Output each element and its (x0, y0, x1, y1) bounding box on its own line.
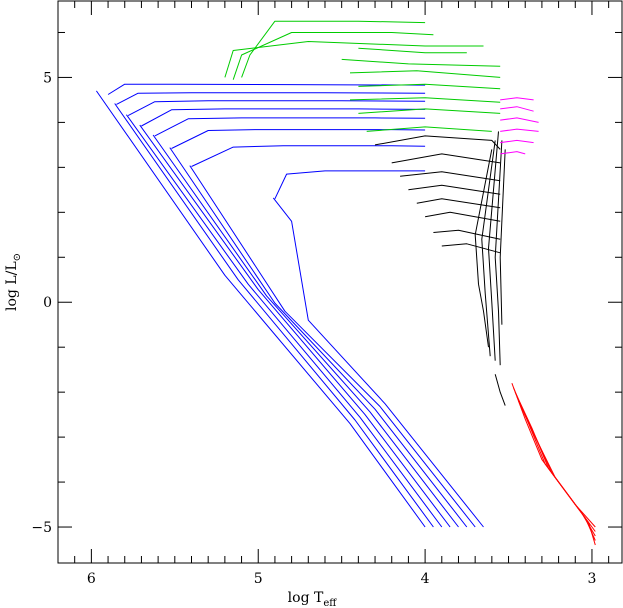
track-upper-tracks-4 (341, 58, 501, 67)
ticks-layer (57, 1, 622, 563)
x-tick-label: 4 (421, 571, 430, 587)
track-hot-sequence-2 (127, 100, 426, 117)
y-axis-label: log L/L⊙ (4, 253, 23, 311)
track-cool-cluster-4 (500, 139, 534, 144)
track-hot-sequence-5 (171, 129, 426, 149)
track-mid-tracks-11 (494, 140, 503, 366)
track-mid-tracks-13 (494, 374, 506, 406)
x-axis-label-sub: eff (323, 598, 337, 608)
track-hot-sequence-12 (152, 134, 459, 528)
x-tick-label: 5 (254, 571, 263, 587)
track-low-tracks-4 (518, 400, 596, 546)
y-tick-label: 0 (43, 295, 52, 311)
track-cool-cluster-3 (500, 128, 539, 132)
track-hot-sequence-10 (125, 114, 443, 528)
track-hot-sequence-7 (274, 170, 426, 200)
track-hot-sequence-11 (139, 124, 451, 528)
track-hot-sequence-6 (191, 145, 426, 167)
track-hot-sequence-15 (272, 197, 484, 528)
track-low-tracks-0 (511, 383, 596, 528)
track-upper-tracks-6 (358, 83, 501, 90)
track-mid-tracks-2 (400, 171, 501, 182)
track-mid-tracks-1 (391, 153, 501, 164)
track-low-tracks-1 (513, 387, 596, 532)
track-cool-cluster-0 (500, 97, 534, 101)
tracks-layer (95, 20, 596, 546)
track-hot-sequence-3 (141, 108, 426, 127)
track-upper-tracks-5 (349, 70, 501, 78)
y-axis-label-sub: ⊙ (12, 253, 23, 261)
track-upper-tracks-3 (358, 47, 467, 54)
plot-frame (57, 0, 623, 564)
y-tick-label: 5 (43, 70, 52, 86)
y-tick-label: −5 (31, 520, 52, 536)
track-upper-tracks-1 (232, 32, 434, 80)
track-hot-sequence-9 (114, 103, 434, 528)
track-hot-sequence-0 (107, 83, 426, 95)
track-mid-tracks-4 (416, 198, 501, 209)
track-upper-tracks-2 (224, 41, 484, 78)
tick-labels-layer: 6 5 4 3 5 0 −5 (31, 70, 596, 587)
track-hot-sequence-4 (154, 117, 426, 137)
track-mid-tracks-0 (374, 135, 501, 150)
track-low-tracks-3 (516, 396, 596, 541)
track-mid-tracks-8 (474, 149, 493, 348)
track-mid-tracks-7 (441, 243, 501, 254)
track-mid-tracks-10 (488, 131, 499, 361)
track-mid-tracks-3 (408, 184, 501, 195)
track-hot-sequence-14 (189, 165, 476, 528)
track-cool-cluster-2 (500, 117, 539, 123)
track-mid-tracks-12 (499, 149, 506, 325)
track-hot-sequence-1 (116, 92, 426, 105)
x-tick-label: 6 (87, 571, 96, 587)
track-mid-tracks-5 (425, 211, 501, 222)
track-upper-tracks-9 (366, 126, 492, 132)
x-axis-label: log Teff (288, 590, 338, 608)
track-cool-cluster-5 (500, 151, 526, 155)
track-cool-cluster-1 (500, 106, 534, 112)
track-upper-tracks-0 (241, 20, 426, 78)
track-hot-sequence-8 (95, 90, 426, 528)
x-tick-label: 3 (588, 571, 597, 587)
track-mid-tracks-9 (481, 140, 496, 357)
track-mid-tracks-6 (433, 229, 501, 240)
track-upper-tracks-7 (349, 97, 501, 103)
track-hot-sequence-13 (169, 147, 468, 528)
track-upper-tracks-8 (358, 108, 501, 114)
track-low-tracks-2 (514, 391, 596, 537)
